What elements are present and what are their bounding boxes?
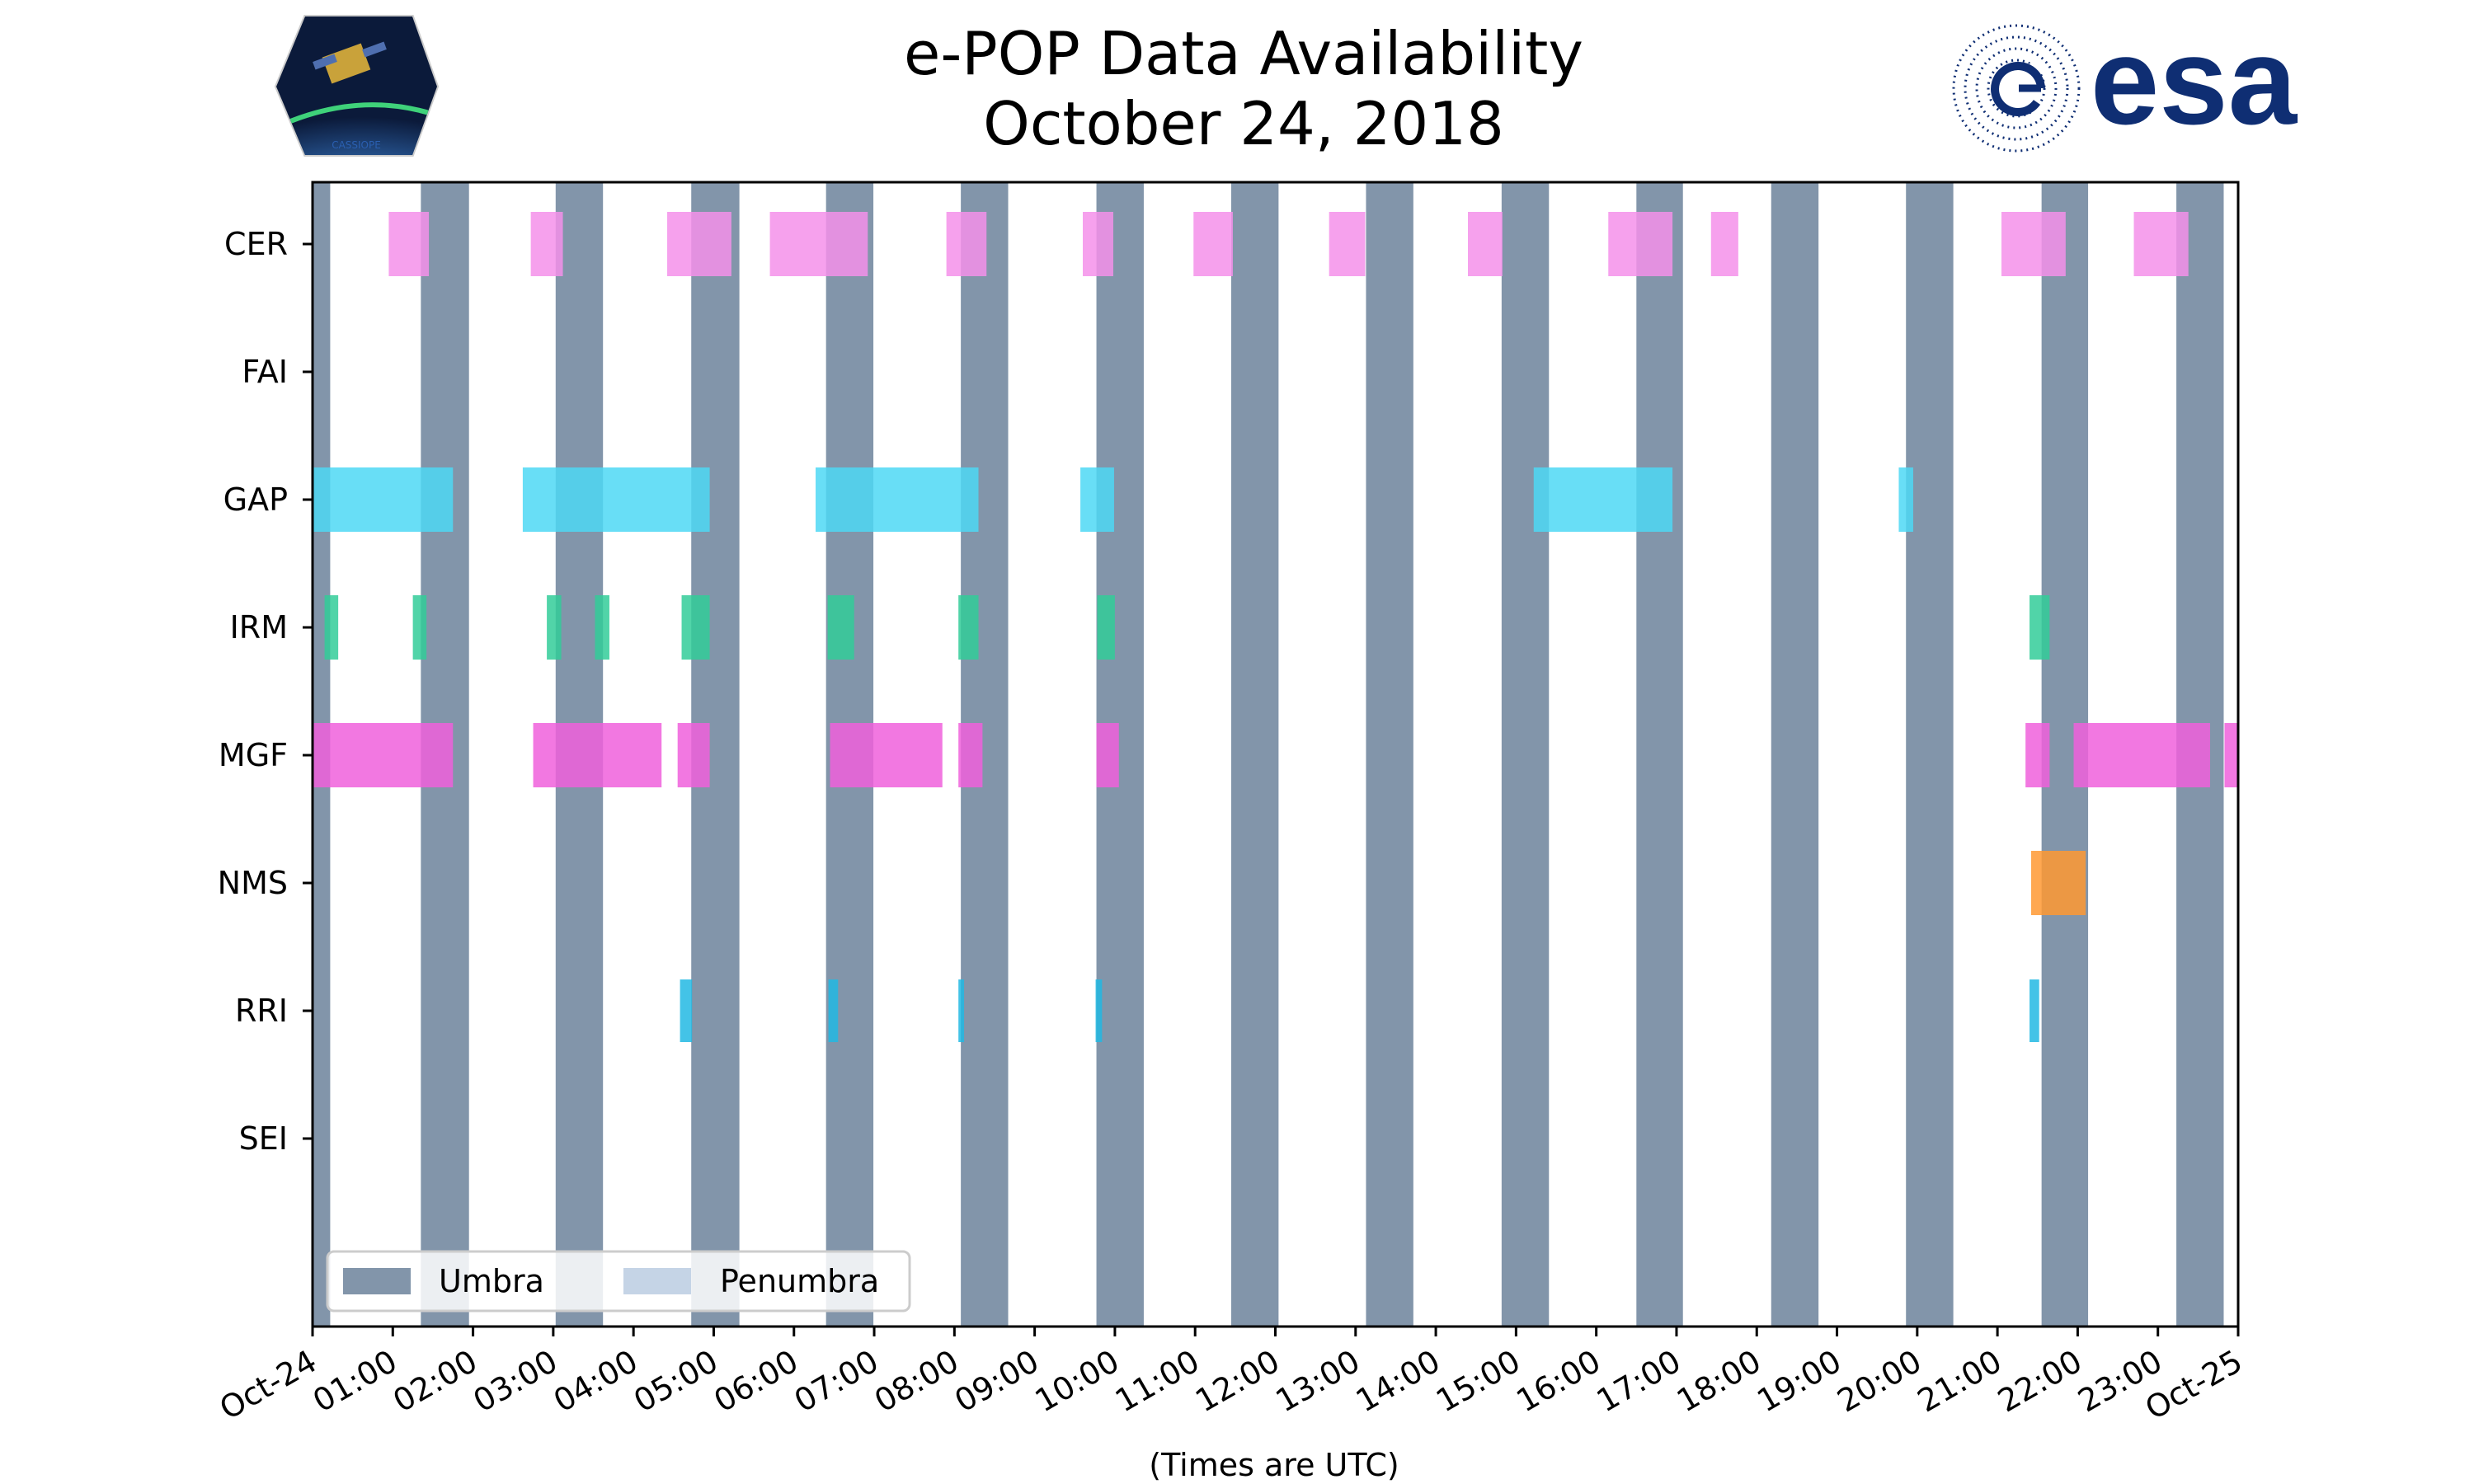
mgf-interval-4 bbox=[830, 723, 943, 787]
mgf-interval-8 bbox=[2073, 723, 2210, 787]
irm-interval-7 bbox=[958, 595, 979, 660]
legend: Umbra Penumbra bbox=[326, 1250, 911, 1313]
x-tick-label-7: 07:00 bbox=[788, 1343, 885, 1420]
cassiope-badge-caption: CASSIOPE bbox=[332, 139, 381, 151]
y-tick-label-cer: CER bbox=[224, 226, 288, 262]
legend-swatch-umbra bbox=[343, 1268, 411, 1294]
rri-interval-3 bbox=[958, 979, 965, 1042]
legend-label-umbra: Umbra bbox=[439, 1263, 544, 1299]
y-tick-label-nms: NMS bbox=[218, 865, 288, 901]
nms-interval-1 bbox=[2030, 851, 2086, 915]
cer-interval-10 bbox=[1608, 212, 1673, 276]
mgf-interval-2 bbox=[533, 723, 662, 787]
cer-interval-5 bbox=[946, 212, 987, 276]
y-tick-label-fai: FAI bbox=[242, 354, 288, 390]
gap-interval-3 bbox=[816, 467, 979, 532]
x-tick-label-18: 18:00 bbox=[1671, 1343, 1767, 1420]
y-tick-label-sei: SEI bbox=[239, 1120, 288, 1157]
x-tick-label-1: 01:00 bbox=[307, 1343, 403, 1420]
x-tick-label-13: 13:00 bbox=[1269, 1343, 1366, 1420]
x-tick-label-11: 11:00 bbox=[1109, 1343, 1206, 1420]
rri-interval-2 bbox=[828, 979, 839, 1042]
irm-interval-3 bbox=[547, 595, 562, 660]
cer-interval-3 bbox=[667, 212, 731, 276]
x-tick-label-6: 06:00 bbox=[708, 1343, 804, 1420]
x-tick-label-0: Oct-24 bbox=[214, 1343, 323, 1427]
rri-interval-4 bbox=[1095, 979, 1103, 1042]
cer-interval-12 bbox=[2001, 212, 2066, 276]
cer-interval-6 bbox=[1083, 212, 1113, 276]
data-intervals bbox=[313, 212, 2238, 1042]
esa-logo-text: esa bbox=[2091, 12, 2298, 150]
x-tick-label-15: 15:00 bbox=[1430, 1343, 1526, 1420]
mgf-interval-3 bbox=[677, 723, 710, 787]
legend-swatch-penumbra bbox=[623, 1268, 691, 1294]
x-axis-label: (Times are UTC) bbox=[1149, 1447, 1399, 1483]
gap-interval-5 bbox=[1533, 467, 1673, 532]
mgf-interval-7 bbox=[2025, 723, 2050, 787]
x-tick-label-5: 05:00 bbox=[628, 1343, 724, 1420]
y-tick-label-irm: IRM bbox=[230, 609, 288, 646]
x-tick-label-10: 10:00 bbox=[1029, 1343, 1126, 1420]
x-tick-label-14: 14:00 bbox=[1350, 1343, 1446, 1420]
mgf-interval-6 bbox=[1096, 723, 1119, 787]
irm-interval-5 bbox=[681, 595, 710, 660]
gap-interval-1 bbox=[313, 467, 454, 532]
mgf-interval-9 bbox=[2224, 723, 2238, 787]
umbra-band-8 bbox=[1230, 182, 1279, 1327]
irm-interval-9 bbox=[2030, 595, 2050, 660]
irm-interval-4 bbox=[595, 595, 609, 660]
umbra-band-9 bbox=[1366, 182, 1413, 1327]
x-tick-label-16: 16:00 bbox=[1510, 1343, 1606, 1420]
y-tick-label-rri: RRI bbox=[235, 993, 288, 1029]
esa-logo-icon: esa bbox=[1952, 12, 2298, 153]
y-tick-label-mgf: MGF bbox=[219, 737, 288, 773]
x-tick-label-9: 09:00 bbox=[948, 1343, 1045, 1420]
cer-interval-8 bbox=[1329, 212, 1366, 276]
umbra-band-12 bbox=[1771, 182, 1819, 1327]
x-tick-label-22: 22:00 bbox=[1992, 1343, 2088, 1420]
x-tick-label-17: 17:00 bbox=[1591, 1343, 1687, 1420]
cer-interval-2 bbox=[530, 212, 563, 276]
irm-interval-8 bbox=[1097, 595, 1115, 660]
chart-title: e-POP Data Availability bbox=[904, 19, 1583, 88]
chart-subtitle: October 24, 2018 bbox=[983, 89, 1504, 158]
irm-interval-2 bbox=[412, 595, 427, 660]
mgf-interval-5 bbox=[958, 723, 983, 787]
x-tick-label-19: 19:00 bbox=[1751, 1343, 1847, 1420]
umbra-band-13 bbox=[1906, 182, 1954, 1327]
cer-interval-9 bbox=[1468, 212, 1503, 276]
cer-interval-7 bbox=[1193, 212, 1233, 276]
cer-interval-13 bbox=[2133, 212, 2189, 276]
x-axis: Oct-2401:0002:0003:0004:0005:0006:0007:0… bbox=[214, 1327, 2249, 1427]
y-axis: CER FAI GAP IRM MGF NMS RRI SEI bbox=[218, 226, 313, 1157]
x-tick-label-21: 21:00 bbox=[1912, 1343, 2008, 1420]
x-tick-label-2: 02:00 bbox=[387, 1343, 483, 1420]
irm-interval-1 bbox=[324, 595, 339, 660]
x-tick-label-4: 04:00 bbox=[548, 1343, 644, 1420]
x-tick-label-3: 03:00 bbox=[468, 1343, 564, 1420]
cer-interval-1 bbox=[388, 212, 430, 276]
mgf-interval-1 bbox=[313, 723, 454, 787]
x-tick-label-12: 12:00 bbox=[1189, 1343, 1286, 1420]
umbra-band-11 bbox=[1636, 182, 1683, 1327]
gap-interval-4 bbox=[1080, 467, 1114, 532]
rri-interval-1 bbox=[680, 979, 693, 1042]
legend-box bbox=[326, 1250, 911, 1313]
x-tick-label-8: 08:00 bbox=[868, 1343, 965, 1420]
legend-label-penumbra: Penumbra bbox=[720, 1263, 879, 1299]
cer-interval-4 bbox=[769, 212, 868, 276]
gap-interval-6 bbox=[1898, 467, 1913, 532]
x-tick-label-20: 20:00 bbox=[1831, 1343, 1927, 1420]
rri-interval-5 bbox=[2030, 979, 2039, 1042]
irm-interval-6 bbox=[827, 595, 854, 660]
umbra-band-10 bbox=[1501, 182, 1550, 1327]
y-tick-label-gap: GAP bbox=[223, 481, 288, 518]
gap-interval-2 bbox=[522, 467, 710, 532]
cer-interval-11 bbox=[1710, 212, 1738, 276]
